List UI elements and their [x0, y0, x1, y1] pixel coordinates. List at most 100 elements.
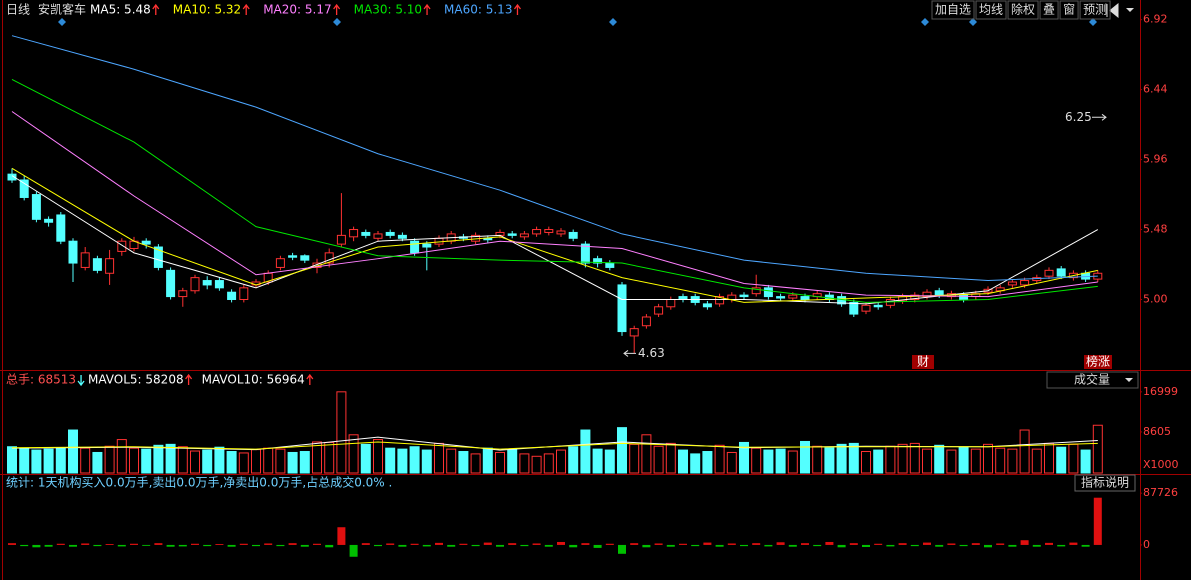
volume-bar: [1031, 448, 1042, 474]
menu-caret[interactable]: [1126, 8, 1134, 12]
flow-bar: [69, 544, 77, 547]
flow-bar: [740, 544, 748, 547]
volume-bar: [629, 443, 640, 474]
toolbar-button[interactable]: 加自选: [935, 3, 971, 17]
volume-unit: X1000: [1143, 458, 1179, 471]
candle-body: [56, 214, 66, 242]
volume-bar: [275, 448, 286, 474]
toolbar-button[interactable]: 叠: [1043, 3, 1055, 17]
arrow-up-icon: [513, 3, 521, 15]
ma-legend: MA20: 5.17: [263, 3, 331, 17]
y-tick-label: 0: [1143, 538, 1150, 551]
volume-bar: [482, 447, 493, 474]
toolbar-button[interactable]: 均线: [979, 3, 1003, 17]
toolbar-button-frame[interactable]: [1007, 0, 1039, 20]
volume-bar: [1092, 424, 1103, 474]
volume-bar: [885, 445, 896, 474]
toolbar-button[interactable]: 窗: [1063, 3, 1075, 17]
flow-bar: [117, 544, 126, 547]
volume-bar: [80, 447, 91, 474]
stat-text: 统计: 1天机构买入0.0万手,卖出0.0万手,净卖出0.0万手,占总成交0.0…: [6, 475, 392, 490]
candle-body: [532, 229, 542, 235]
help-button[interactable]: [1074, 474, 1136, 492]
candle-body: [349, 229, 359, 238]
flow-bar: [483, 542, 492, 545]
candle-body: [190, 277, 200, 292]
volume-bar: [68, 429, 78, 474]
candle-body: [202, 280, 212, 286]
flow-bar: [727, 543, 736, 545]
y-tick-label: 6.92: [1143, 13, 1168, 26]
tag: 榜涨: [1086, 354, 1110, 369]
volume-bar: [507, 448, 518, 474]
flow-bar: [81, 543, 90, 545]
toolbar-button[interactable]: 预测: [1083, 3, 1107, 17]
volume-bar: [995, 447, 1006, 474]
flow-bar: [1020, 540, 1029, 545]
toolbar-button-frame[interactable]: [1039, 0, 1059, 20]
mavol-legend: MAVOL5: 58208: [88, 373, 184, 387]
flow-bar: [447, 544, 456, 547]
mavol-legend: MAVOL10: 56964: [202, 373, 305, 387]
candle-body: [751, 287, 761, 295]
dropdown-label[interactable]: 成交量: [1074, 372, 1110, 387]
candle-body: [849, 301, 859, 315]
flow-bar: [215, 544, 224, 545]
candle-body: [214, 280, 224, 289]
volume-bar: [787, 450, 798, 474]
y-tick-label: 6.44: [1143, 83, 1168, 96]
volume-bar: [922, 448, 932, 474]
volume-bar: [580, 429, 591, 474]
candle-body: [44, 218, 54, 223]
toolbar-button-frame[interactable]: [931, 0, 975, 20]
volume-bar: [531, 455, 542, 474]
total-volume: 总手: 68513: [6, 373, 76, 387]
candle-body: [385, 231, 395, 236]
volume-bar: [812, 445, 823, 474]
candle-body: [702, 303, 712, 308]
toolbar-button[interactable]: 除权: [1011, 2, 1035, 17]
candle-body: [397, 234, 407, 239]
volume-bar: [1056, 446, 1067, 474]
first-icon[interactable]: [1106, 2, 1119, 19]
volume-bar: [190, 450, 200, 474]
toolbar-button-frame[interactable]: [1079, 0, 1111, 20]
flow-bar: [496, 544, 504, 547]
candle-body: [617, 284, 627, 333]
low-label: 4.63: [638, 346, 665, 360]
ma-line: [11, 175, 1099, 305]
flow-bar: [520, 544, 529, 547]
flow-bar: [593, 544, 602, 548]
volume-bar: [324, 441, 335, 474]
help-button-label[interactable]: 指标说明: [1081, 475, 1129, 490]
candle-body: [861, 304, 871, 312]
volume-bar: [226, 451, 237, 474]
candle-body: [739, 294, 749, 298]
volume-bar: [934, 444, 945, 474]
y-tick-label: 5.48: [1143, 223, 1168, 236]
volume-bar: [348, 434, 359, 474]
candle-body: [141, 240, 151, 245]
volume-bar: [556, 449, 566, 474]
ma-legend: MA5: 5.48: [90, 3, 151, 17]
flow-bar: [252, 544, 260, 547]
flow-bar: [508, 543, 517, 545]
flow-bar: [471, 544, 480, 547]
flow-bar: [813, 544, 822, 547]
flow-bar: [764, 544, 773, 547]
toolbar-button-frame[interactable]: [975, 0, 1007, 20]
y-tick-label: 87726: [1143, 486, 1178, 499]
volume-bar: [299, 451, 310, 474]
flow-bar: [276, 544, 285, 547]
arrow-up-icon: [242, 3, 250, 15]
candle-body: [544, 229, 554, 233]
toolbar-button-frame[interactable]: [1059, 0, 1079, 20]
dropdown-caret: [1125, 378, 1133, 382]
candle-body: [373, 233, 383, 239]
candle-body: [507, 233, 517, 236]
candle-body: [239, 287, 249, 300]
flow-bar: [459, 543, 468, 545]
volume-bar: [958, 446, 969, 474]
flow-bar: [191, 543, 199, 545]
indicator-dropdown[interactable]: [1046, 371, 1139, 389]
